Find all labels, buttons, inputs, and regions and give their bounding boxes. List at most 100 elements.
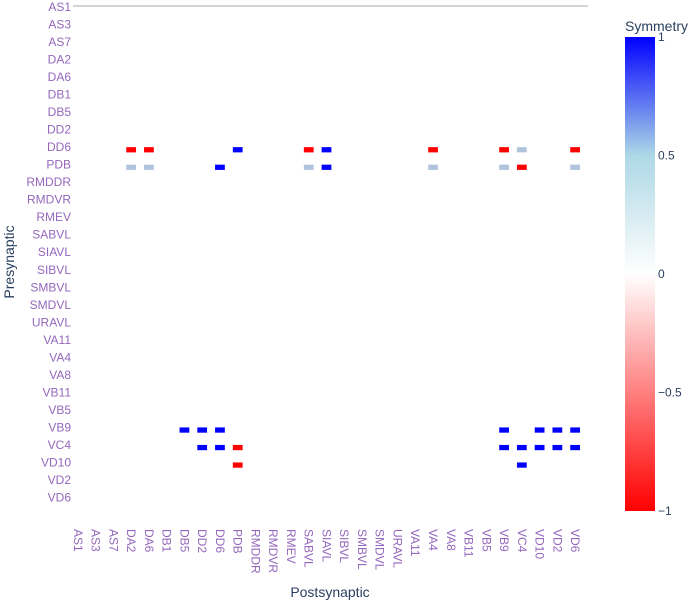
y-tick-label: VC4 xyxy=(48,438,72,452)
y-tick-label: VD6 xyxy=(48,490,72,504)
heatmap-cell xyxy=(516,164,527,170)
x-tick-label: DD6 xyxy=(213,529,227,553)
heatmap-cell xyxy=(499,427,509,433)
y-tick-label: SIBVL xyxy=(37,263,71,277)
heatmap-cell xyxy=(516,147,527,153)
y-tick-label: SABVL xyxy=(32,228,71,242)
plot-area xyxy=(73,5,588,468)
y-tick-label: VA8 xyxy=(49,368,71,382)
y-tick-label: DA6 xyxy=(48,70,72,84)
x-tick-label: SMDVL xyxy=(373,529,387,571)
y-tick-label: AS3 xyxy=(48,18,71,32)
colorbar: Symmetry 1 0.5 0 −0.5 −1 xyxy=(625,18,688,518)
heatmap-cell xyxy=(215,444,225,451)
x-tick-label: VD2 xyxy=(550,529,564,553)
y-tick-label: VA4 xyxy=(49,350,71,364)
heatmap-cell xyxy=(570,427,581,433)
x-tick-label: AS3 xyxy=(89,529,103,552)
x-tick-label: URAVL xyxy=(390,529,404,568)
heatmap-cell xyxy=(552,444,563,451)
x-tick-label: PDB xyxy=(231,529,245,554)
x-tick-label: VA8 xyxy=(444,529,458,551)
x-tick-label: AS7 xyxy=(106,529,120,552)
x-tick-label: RMDVR xyxy=(266,529,280,573)
heatmap-cell xyxy=(303,164,314,170)
y-tick-label: RMDDR xyxy=(26,175,71,189)
colorbar-gradient xyxy=(625,37,655,511)
heatmap-cell xyxy=(232,147,243,153)
heatmap-cell xyxy=(197,427,208,433)
heatmap-cell xyxy=(534,444,545,451)
y-axis-ticks: AS1 AS3 AS7 DA2 DA6 DB1 DB5 DD2 DD6 PDB RMDDR RMDVR… xyxy=(26,0,71,504)
y-tick-label: DB5 xyxy=(48,105,72,119)
colorbar-tick-label: −0.5 xyxy=(658,386,682,400)
heatmap-cell xyxy=(321,164,332,170)
x-tick-label: DA6 xyxy=(142,529,156,553)
x-tick-label: SIAVL xyxy=(319,529,333,562)
heatmap-cell xyxy=(126,164,137,170)
heatmap-cell xyxy=(499,164,509,170)
x-tick-label: RMDDR xyxy=(248,529,262,574)
y-tick-label: VD2 xyxy=(48,473,72,487)
y-tick-label: RMDVR xyxy=(27,193,71,207)
colorbar-tick-label: 0.5 xyxy=(658,149,675,163)
x-tick-label: DB1 xyxy=(160,529,174,553)
y-tick-label: SIAVL xyxy=(38,245,71,259)
heatmap-cell xyxy=(232,444,243,451)
heatmap-cell xyxy=(516,444,527,451)
x-tick-label: SABVL xyxy=(302,529,316,568)
heatmap-cell xyxy=(534,427,545,433)
colorbar-tick-label: 1 xyxy=(658,30,665,44)
x-tick-label: SIBVL xyxy=(337,529,351,563)
y-tick-label: DD6 xyxy=(47,140,71,154)
y-tick-label: RMEV xyxy=(36,210,71,224)
colorbar-tick-label: 0 xyxy=(658,267,665,281)
x-tick-label: RMEV xyxy=(284,529,298,564)
heatmap-cell xyxy=(197,444,208,451)
heatmap-cell xyxy=(144,147,154,153)
y-axis-title: Presynaptic xyxy=(1,225,17,298)
heatmap-cell xyxy=(499,147,509,153)
y-tick-label: PDB xyxy=(46,158,71,172)
heatmap-cell xyxy=(215,164,225,170)
y-tick-label: DB1 xyxy=(48,88,72,102)
heatmap-cell xyxy=(232,462,243,468)
x-tick-label: VA4 xyxy=(426,529,440,551)
y-tick-label: DD2 xyxy=(47,123,71,137)
y-tick-label: VB9 xyxy=(48,420,71,434)
heatmap-cell xyxy=(303,147,314,153)
x-axis-ticks: AS1 AS3 AS7 DA2 DA6 DB1 DB5 DD2 DD6 PDB RMDDR RMDVR… xyxy=(71,529,582,574)
x-tick-label: VC4 xyxy=(515,529,529,553)
heatmap-cell xyxy=(215,427,225,433)
heatmap-cell xyxy=(499,444,509,451)
heatmap-cell xyxy=(516,462,527,468)
heatmap-cell xyxy=(552,427,563,433)
x-tick-label: VA11 xyxy=(408,529,422,557)
x-tick-label: DA2 xyxy=(124,529,138,553)
heatmap-cell xyxy=(144,164,154,170)
x-tick-label: VB5 xyxy=(479,529,493,552)
heatmap-cell xyxy=(321,147,332,153)
y-tick-label: URAVL xyxy=(32,315,71,329)
heatmap-cell xyxy=(570,147,581,153)
y-tick-label: VB5 xyxy=(48,403,71,417)
heatmap-cell xyxy=(179,427,190,433)
y-tick-label: VD10 xyxy=(41,455,71,469)
y-tick-label: SMDVL xyxy=(30,298,72,312)
heatmap-cell xyxy=(126,147,137,153)
x-axis-title: Postsynaptic xyxy=(290,584,369,600)
x-tick-label: VD6 xyxy=(568,529,582,553)
x-tick-label: AS1 xyxy=(71,529,85,552)
x-tick-label: DB5 xyxy=(177,529,191,553)
x-tick-label: SMBVL xyxy=(355,529,369,570)
heatmap-cell xyxy=(428,164,438,170)
y-tick-label: VB11 xyxy=(43,385,72,399)
colorbar-ticks: 1 0.5 0 −0.5 −1 xyxy=(658,30,682,518)
y-tick-label: SMBVL xyxy=(30,280,71,294)
colorbar-tick-label: −1 xyxy=(658,504,672,518)
x-tick-label: VB11 xyxy=(462,529,476,558)
heatmap-cell xyxy=(570,164,581,170)
y-tick-label: AS7 xyxy=(48,35,71,49)
y-tick-label: AS1 xyxy=(48,0,71,14)
